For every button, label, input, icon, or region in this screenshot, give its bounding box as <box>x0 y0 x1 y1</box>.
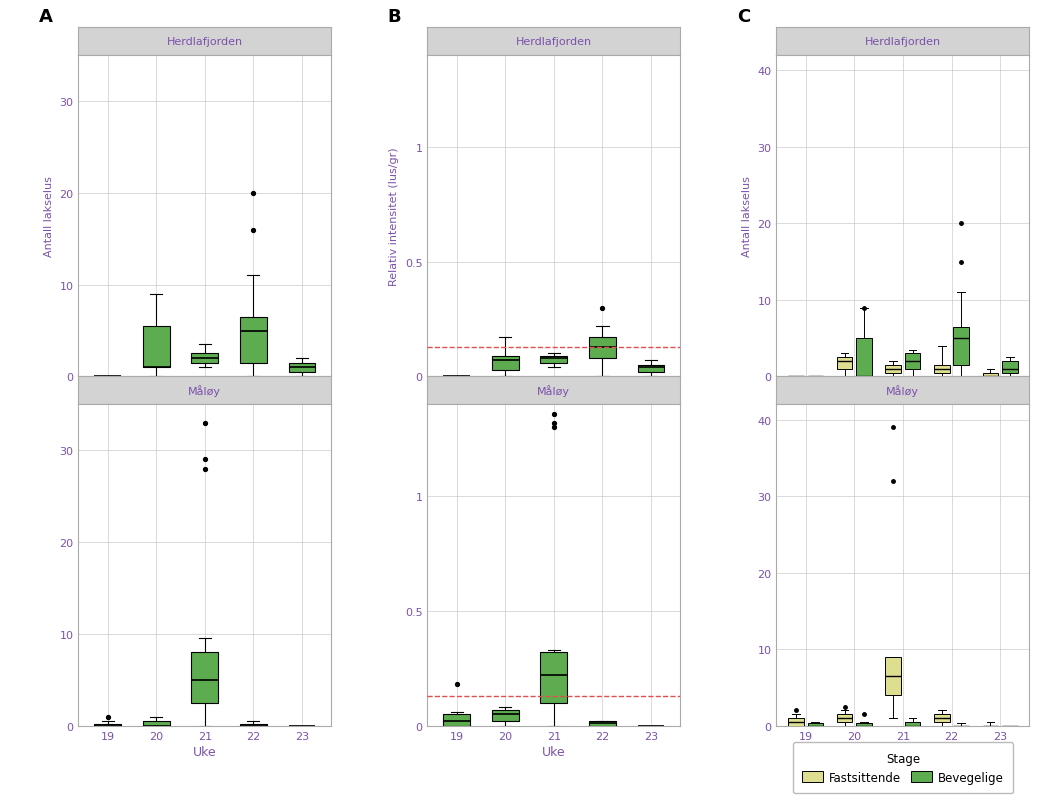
Text: Måløy: Måløy <box>188 385 222 397</box>
Bar <box>982 373 998 377</box>
Bar <box>443 715 470 726</box>
Text: Måløy: Måløy <box>537 385 571 397</box>
Bar <box>492 710 518 721</box>
Bar <box>905 354 921 369</box>
X-axis label: Uke: Uke <box>193 745 216 758</box>
Text: Herdlafjorden: Herdlafjorden <box>516 37 591 47</box>
Bar <box>540 356 567 363</box>
Bar <box>934 366 950 373</box>
Bar <box>885 657 901 695</box>
Bar <box>143 721 169 726</box>
Y-axis label: Relativ intensitet (lus/gr): Relativ intensitet (lus/gr) <box>390 148 399 286</box>
Bar <box>837 715 853 722</box>
Bar <box>240 318 266 363</box>
Text: A: A <box>39 8 52 26</box>
Text: B: B <box>388 8 401 26</box>
Text: Måløy: Måløy <box>886 385 920 397</box>
Bar <box>856 723 872 726</box>
Bar <box>953 327 969 366</box>
Bar <box>94 724 121 726</box>
Text: Herdlafjorden: Herdlafjorden <box>865 37 940 47</box>
Bar <box>143 326 169 368</box>
Bar <box>905 722 921 726</box>
Bar <box>885 366 901 373</box>
X-axis label: Uke: Uke <box>542 745 565 758</box>
Bar <box>934 715 950 722</box>
Bar <box>191 653 218 703</box>
Text: C: C <box>737 8 750 26</box>
Bar <box>288 363 316 372</box>
Bar <box>240 724 266 726</box>
Bar <box>492 356 518 370</box>
Bar <box>540 653 567 703</box>
X-axis label: Uke: Uke <box>891 745 914 758</box>
Bar <box>856 338 872 377</box>
Text: Herdlafjorden: Herdlafjorden <box>167 37 242 47</box>
Bar <box>637 366 665 372</box>
Bar <box>788 718 804 726</box>
Bar <box>589 338 616 358</box>
Y-axis label: Antall lakselus: Antall lakselus <box>742 176 751 257</box>
Bar <box>1002 362 1018 373</box>
Bar <box>589 721 616 726</box>
Legend: Fastsittende, Bevegelige: Fastsittende, Bevegelige <box>792 743 1014 793</box>
Bar <box>191 354 218 363</box>
Bar <box>837 358 853 369</box>
Y-axis label: Antall lakselus: Antall lakselus <box>44 176 54 257</box>
Bar <box>808 723 823 726</box>
